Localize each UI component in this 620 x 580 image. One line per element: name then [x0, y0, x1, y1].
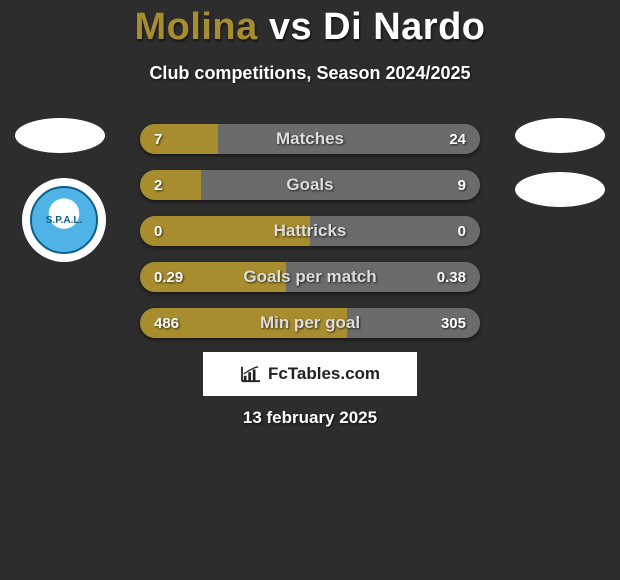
club-badge-text: S.P.A.L. [46, 215, 83, 226]
title-vs: vs [269, 6, 323, 48]
stat-row: 2Goals9 [140, 170, 480, 200]
site-name: FcTables.com [268, 364, 380, 384]
stat-row: 0.29Goals per match0.38 [140, 262, 480, 292]
stat-row: 7Matches24 [140, 124, 480, 154]
stat-row: 486Min per goal305 [140, 308, 480, 338]
stat-label: Min per goal [140, 308, 480, 338]
site-logo: FcTables.com [203, 352, 417, 396]
player2-club-icon [515, 172, 605, 207]
chart-icon [240, 365, 262, 383]
stat-right-value: 0 [458, 216, 466, 246]
player1-flag-icon [15, 118, 105, 153]
spal-badge-icon: S.P.A.L. [30, 186, 98, 254]
page-title: Molina vs Di Nardo [0, 0, 620, 49]
stat-right-value: 24 [449, 124, 466, 154]
player1-club-icon: S.P.A.L. [22, 178, 106, 262]
stat-right-value: 0.38 [437, 262, 466, 292]
stat-label: Goals per match [140, 262, 480, 292]
subtitle: Club competitions, Season 2024/2025 [0, 63, 620, 84]
stat-right-value: 305 [441, 308, 466, 338]
stats-bars: 7Matches24 2Goals9 0Hattricks0 0.29Goals pe… [140, 124, 480, 354]
date-text: 13 february 2025 [0, 408, 620, 428]
player1-name: Molina [134, 6, 257, 48]
stat-right-value: 9 [458, 170, 466, 200]
player2-name: Di Nardo [323, 6, 485, 48]
stat-row: 0Hattricks0 [140, 216, 480, 246]
player2-flag-icon [515, 118, 605, 153]
stat-label: Goals [140, 170, 480, 200]
stat-label: Matches [140, 124, 480, 154]
stat-label: Hattricks [140, 216, 480, 246]
